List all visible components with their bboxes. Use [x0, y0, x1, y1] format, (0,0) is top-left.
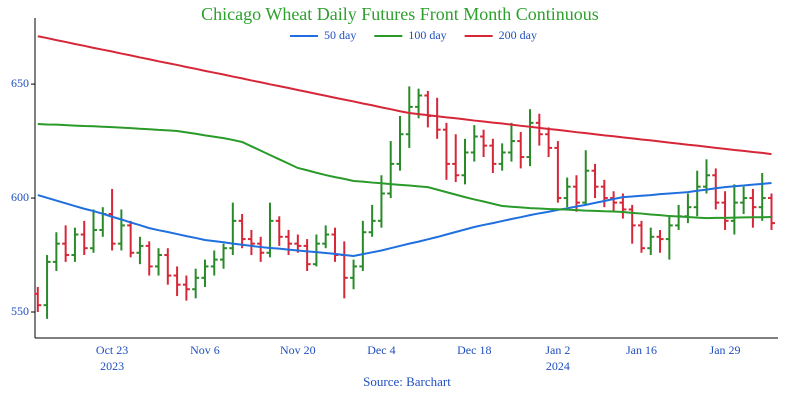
x-tick-label: Jan 29 [710, 343, 741, 357]
x-tick-label: Oct 23 [96, 343, 128, 357]
legend-label: 50 day [324, 28, 356, 42]
x-tick-label: Jan 2 [545, 343, 570, 357]
y-tick-label: 600 [11, 190, 29, 204]
legend-label: 100 day [408, 28, 446, 42]
y-tick-label: 550 [11, 304, 29, 318]
x-tick-label: Dec 18 [457, 343, 491, 357]
x-tick-label: Nov 20 [280, 343, 316, 357]
y-tick-label: 650 [11, 76, 29, 90]
chart-title: Chicago Wheat Daily Futures Front Month … [201, 4, 599, 24]
ma-line [37, 182, 772, 257]
x-tick-label: Nov 6 [190, 343, 220, 357]
x-tick-label: Jan 16 [626, 343, 657, 357]
x-year-label: 2024 [546, 359, 570, 373]
source-note: Source: Barchart [363, 374, 451, 389]
x-tick-label: Dec 4 [367, 343, 395, 357]
legend-label: 200 day [499, 28, 537, 42]
ma-line [37, 122, 772, 220]
ma-line [37, 35, 772, 156]
x-year-label: 2023 [100, 359, 124, 373]
